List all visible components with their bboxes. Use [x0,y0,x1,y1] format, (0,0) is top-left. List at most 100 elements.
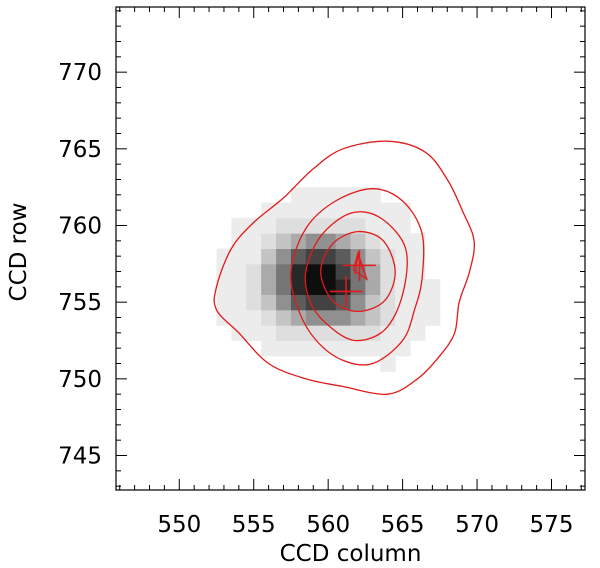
y-axis-label: CCD row [6,203,32,302]
ccd-pixel [231,217,247,234]
ccd-pixel [261,309,277,326]
ccd-pixel [261,233,277,249]
ccd-pixel [276,248,292,265]
x-tick-label: 570 [455,512,499,538]
y-tick-label: 770 [58,60,102,86]
ccd-pixel [216,294,232,311]
ccd-pixel [320,340,337,357]
ccd-pixel [246,263,262,280]
ccd-pixel [320,325,337,341]
ccd-pixel [290,325,307,341]
ccd-pixel [410,263,426,280]
ccd-pixel [305,325,322,341]
ccd-pixel [350,202,366,219]
ccd-pixel [290,279,307,295]
ccd-pixel [305,233,322,249]
ccd-pixel [365,233,381,249]
ccd-pixel [261,340,277,357]
ccd-pixel [305,202,322,219]
ccd-pixel [231,294,247,311]
ccd-pixel [410,233,426,249]
ccd-pixel [261,325,277,341]
y-tick-label: 755 [58,290,102,316]
ccd-pixel [335,217,351,234]
ccd-pixel [320,202,337,219]
ccd-pixel [305,294,322,311]
ccd-pixel [350,294,366,311]
ccd-pixel [276,294,292,311]
ccd-pixel [276,325,292,341]
ccd-pixel [380,248,396,265]
ccd-pixel [395,325,411,341]
y-tick-label: 760 [58,214,102,240]
ccd-pixel [320,294,337,311]
ccd-pixel [335,263,351,280]
ccd-pixel [410,279,426,295]
ccd-pixel [246,279,262,295]
ccd-pixel [320,279,337,295]
ccd-pixel [290,294,307,311]
y-tick-label: 745 [58,444,102,470]
ccd-pixel [290,340,307,357]
ccd-pixel [261,263,277,280]
ccd-pixel [380,202,396,219]
ccd-pixel [246,325,262,341]
ccd-pixel [350,325,366,341]
ccd-pixel [231,309,247,326]
ccd-pixel [380,325,396,341]
ccd-pixel [290,263,307,280]
ccd-pixel [410,325,426,341]
ccd-pixel [335,279,351,295]
ccd-pixel [276,217,292,234]
y-axis: 745 750 755 760 765 770 [58,10,585,487]
x-tick-label: 555 [232,512,276,538]
ccd-pixel [276,279,292,295]
x-tick-label: 550 [157,512,201,538]
ccd-pixel [290,187,307,203]
error-cross-marker [343,250,376,281]
contour-level-4 [320,230,396,313]
ccd-pixel [216,248,232,265]
ccd-pixel [335,187,351,203]
ccd-pixel [395,217,411,234]
ccd-pixel [276,263,292,280]
ccd-pixel [424,309,441,326]
ccd-pixel [320,248,337,265]
ccd-pixel [365,202,381,219]
plot-frame [115,6,586,491]
ccd-pixel [380,217,396,234]
ccd-pixel [305,309,322,326]
ccd-pixel [380,263,396,280]
x-tick-label: 575 [530,512,574,538]
ccd-pixel [231,279,247,295]
error-cross-marker [329,276,363,307]
ccd-pixel [410,248,426,265]
ccd-pixel [350,217,366,234]
ccd-pixel [216,309,232,326]
ccd-pixel [365,187,381,203]
ccd-pixel [335,340,351,357]
ccd-pixel [395,340,411,357]
ccd-pixel [276,340,292,357]
ccd-pixel [246,248,262,265]
ccd-pixel [305,187,322,203]
ccd-pixel [424,279,441,295]
ccd-pixel [216,279,232,295]
ccd-pixel [380,233,396,249]
x-tick-label: 560 [306,512,350,538]
contour-level-3 [304,211,408,342]
ccd-pixel [231,263,247,280]
ccd-pixel [350,233,366,249]
ccd-pixel [320,233,337,249]
ccd-pixel [365,279,381,295]
contour-set [213,140,476,395]
ccd-pixel [335,248,351,265]
ccd-pixel [365,325,381,341]
ccd-pixel [350,279,366,295]
x-tick-label: 565 [381,512,425,538]
ccd-pixel [276,233,292,249]
ccd-pixel [365,263,381,280]
ccd-pixel [395,248,411,265]
ccd-pixel [290,309,307,326]
